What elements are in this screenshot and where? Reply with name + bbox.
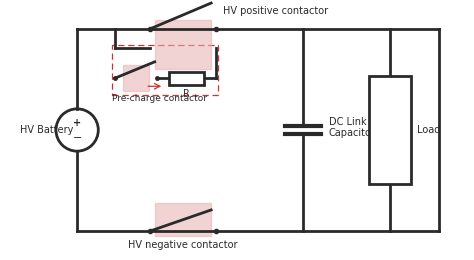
Bar	[123, 65, 149, 91]
Text: R: R	[183, 89, 190, 99]
Text: HV Battery: HV Battery	[20, 125, 73, 135]
Bar	[155, 203, 211, 236]
Text: Load: Load	[417, 125, 440, 135]
Text: DC Link
Capacitor: DC Link Capacitor	[328, 117, 375, 138]
Text: +: +	[73, 118, 81, 128]
Text: Pre-charge contactor: Pre-charge contactor	[112, 94, 208, 102]
Bar	[369, 76, 411, 184]
Bar	[155, 20, 211, 69]
Bar	[169, 72, 204, 85]
Text: HV negative contactor: HV negative contactor	[128, 239, 237, 250]
Text: HV positive contactor: HV positive contactor	[223, 6, 328, 16]
Text: −: −	[73, 133, 82, 143]
